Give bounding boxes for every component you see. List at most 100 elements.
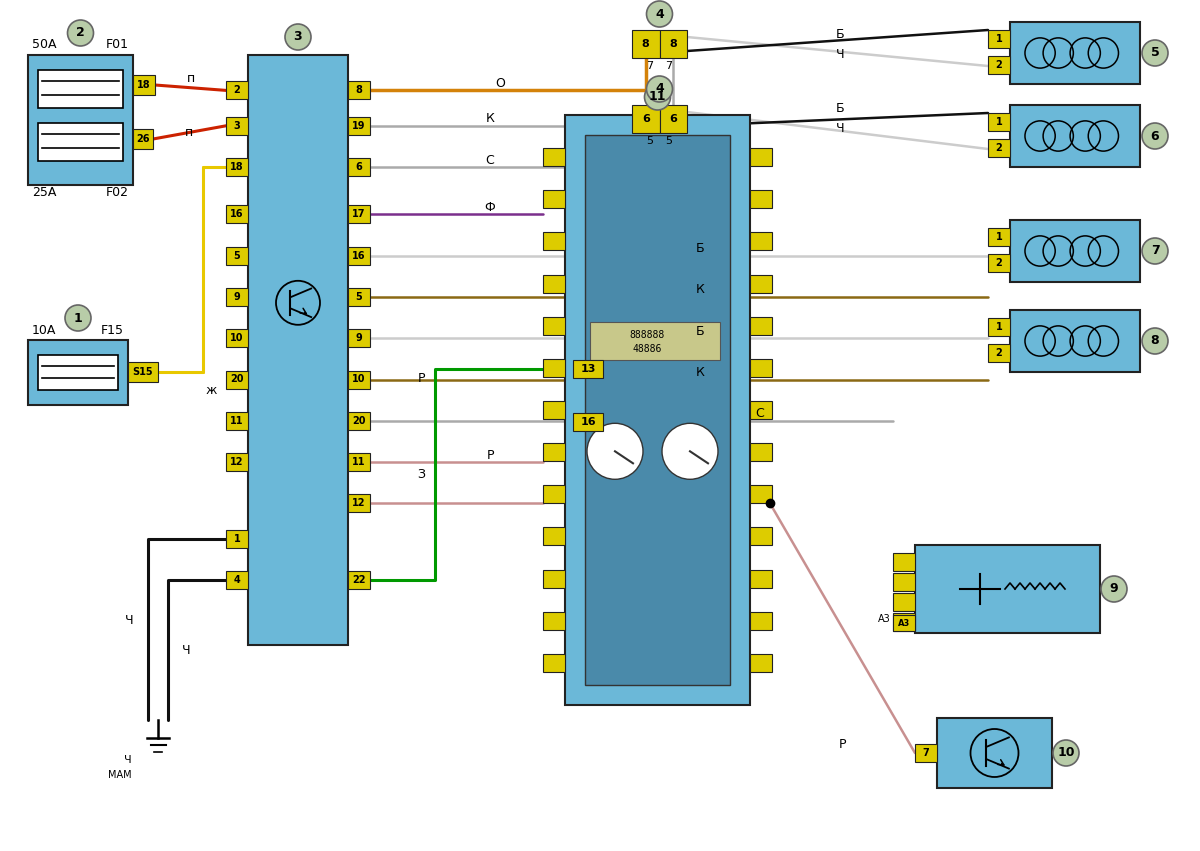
Text: Ч: Ч [125, 755, 132, 765]
Text: ж: ж [205, 384, 217, 397]
Bar [348, 329, 370, 347]
Bar [937, 718, 1052, 788]
Text: 4: 4 [234, 575, 240, 585]
Text: 888888: 888888 [630, 329, 665, 340]
Text: 1: 1 [996, 117, 1002, 127]
Bar [988, 139, 1010, 157]
Text: A3: A3 [898, 619, 910, 627]
Text: Р: Р [418, 372, 425, 386]
Bar [542, 359, 565, 377]
Text: МАМ: МАМ [108, 770, 132, 780]
Bar [632, 30, 660, 58]
Bar [1010, 220, 1140, 282]
Bar [226, 329, 248, 347]
Text: 2: 2 [996, 143, 1002, 153]
Bar [38, 123, 124, 161]
Bar [988, 344, 1010, 362]
Bar [226, 571, 248, 589]
Text: 9: 9 [355, 334, 362, 343]
Bar [226, 530, 248, 548]
Bar [128, 362, 158, 382]
Bar [226, 117, 248, 134]
Bar [750, 528, 772, 545]
Bar [542, 401, 565, 419]
Bar [1010, 310, 1140, 372]
Text: Б: Б [835, 27, 845, 41]
Bar [348, 205, 370, 223]
Text: п: п [185, 127, 193, 140]
Circle shape [1054, 740, 1079, 766]
Bar [542, 232, 565, 250]
Bar [542, 275, 565, 293]
Text: 2: 2 [996, 60, 1002, 70]
Text: С: С [486, 153, 494, 167]
Bar [750, 317, 772, 334]
Text: 2: 2 [996, 258, 1002, 268]
Text: 2: 2 [234, 85, 240, 95]
Bar [988, 56, 1010, 74]
Bar [660, 30, 686, 58]
Text: Р: Р [839, 739, 846, 751]
Text: 25A: 25A [32, 186, 56, 199]
Text: 11: 11 [353, 457, 366, 467]
Text: С: С [756, 408, 764, 420]
Bar [348, 82, 370, 100]
Text: 48886: 48886 [632, 345, 662, 355]
Bar [750, 359, 772, 377]
Text: 8: 8 [670, 39, 677, 49]
Bar [133, 129, 154, 149]
Text: 5: 5 [1151, 47, 1159, 60]
Bar [348, 453, 370, 471]
Text: 10: 10 [230, 334, 244, 343]
Text: 7: 7 [923, 748, 929, 758]
Text: 12: 12 [230, 457, 244, 467]
Text: Б: Б [696, 242, 704, 255]
Bar [348, 288, 370, 306]
Bar [542, 528, 565, 545]
Text: 2: 2 [996, 348, 1002, 358]
Text: К: К [696, 366, 704, 379]
Bar [348, 370, 370, 389]
Circle shape [1142, 328, 1168, 354]
Text: 8: 8 [1151, 334, 1159, 347]
Text: 6: 6 [1151, 129, 1159, 142]
Bar [542, 569, 565, 587]
Circle shape [286, 24, 311, 50]
Bar [226, 247, 248, 265]
Bar [893, 593, 916, 611]
Text: 12: 12 [353, 499, 366, 508]
Text: 1: 1 [996, 232, 1002, 242]
Bar [750, 443, 772, 461]
Text: 9: 9 [1110, 582, 1118, 596]
Bar [750, 232, 772, 250]
Text: 19: 19 [353, 121, 366, 131]
Bar [893, 573, 916, 591]
Bar [916, 744, 937, 762]
Bar [590, 322, 720, 359]
Bar [133, 75, 155, 95]
Text: 8: 8 [642, 39, 649, 49]
Bar [988, 228, 1010, 246]
Bar [38, 355, 118, 390]
Text: 8: 8 [355, 85, 362, 95]
Circle shape [276, 281, 320, 325]
Bar [226, 288, 248, 306]
Text: 18: 18 [230, 162, 244, 172]
Text: 18: 18 [137, 80, 151, 90]
Bar [226, 453, 248, 471]
Bar [988, 318, 1010, 336]
Text: 4: 4 [655, 83, 664, 95]
Circle shape [65, 305, 91, 331]
Text: 10: 10 [353, 374, 366, 385]
Text: К: К [486, 112, 494, 125]
Text: З: З [418, 468, 425, 481]
Bar [542, 191, 565, 208]
Bar [893, 553, 916, 571]
Bar [38, 70, 124, 108]
Bar [542, 485, 565, 503]
Bar [988, 30, 1010, 48]
Text: 7: 7 [647, 61, 654, 71]
Text: 5: 5 [666, 136, 672, 146]
Bar [893, 613, 916, 631]
Text: F15: F15 [101, 323, 124, 336]
